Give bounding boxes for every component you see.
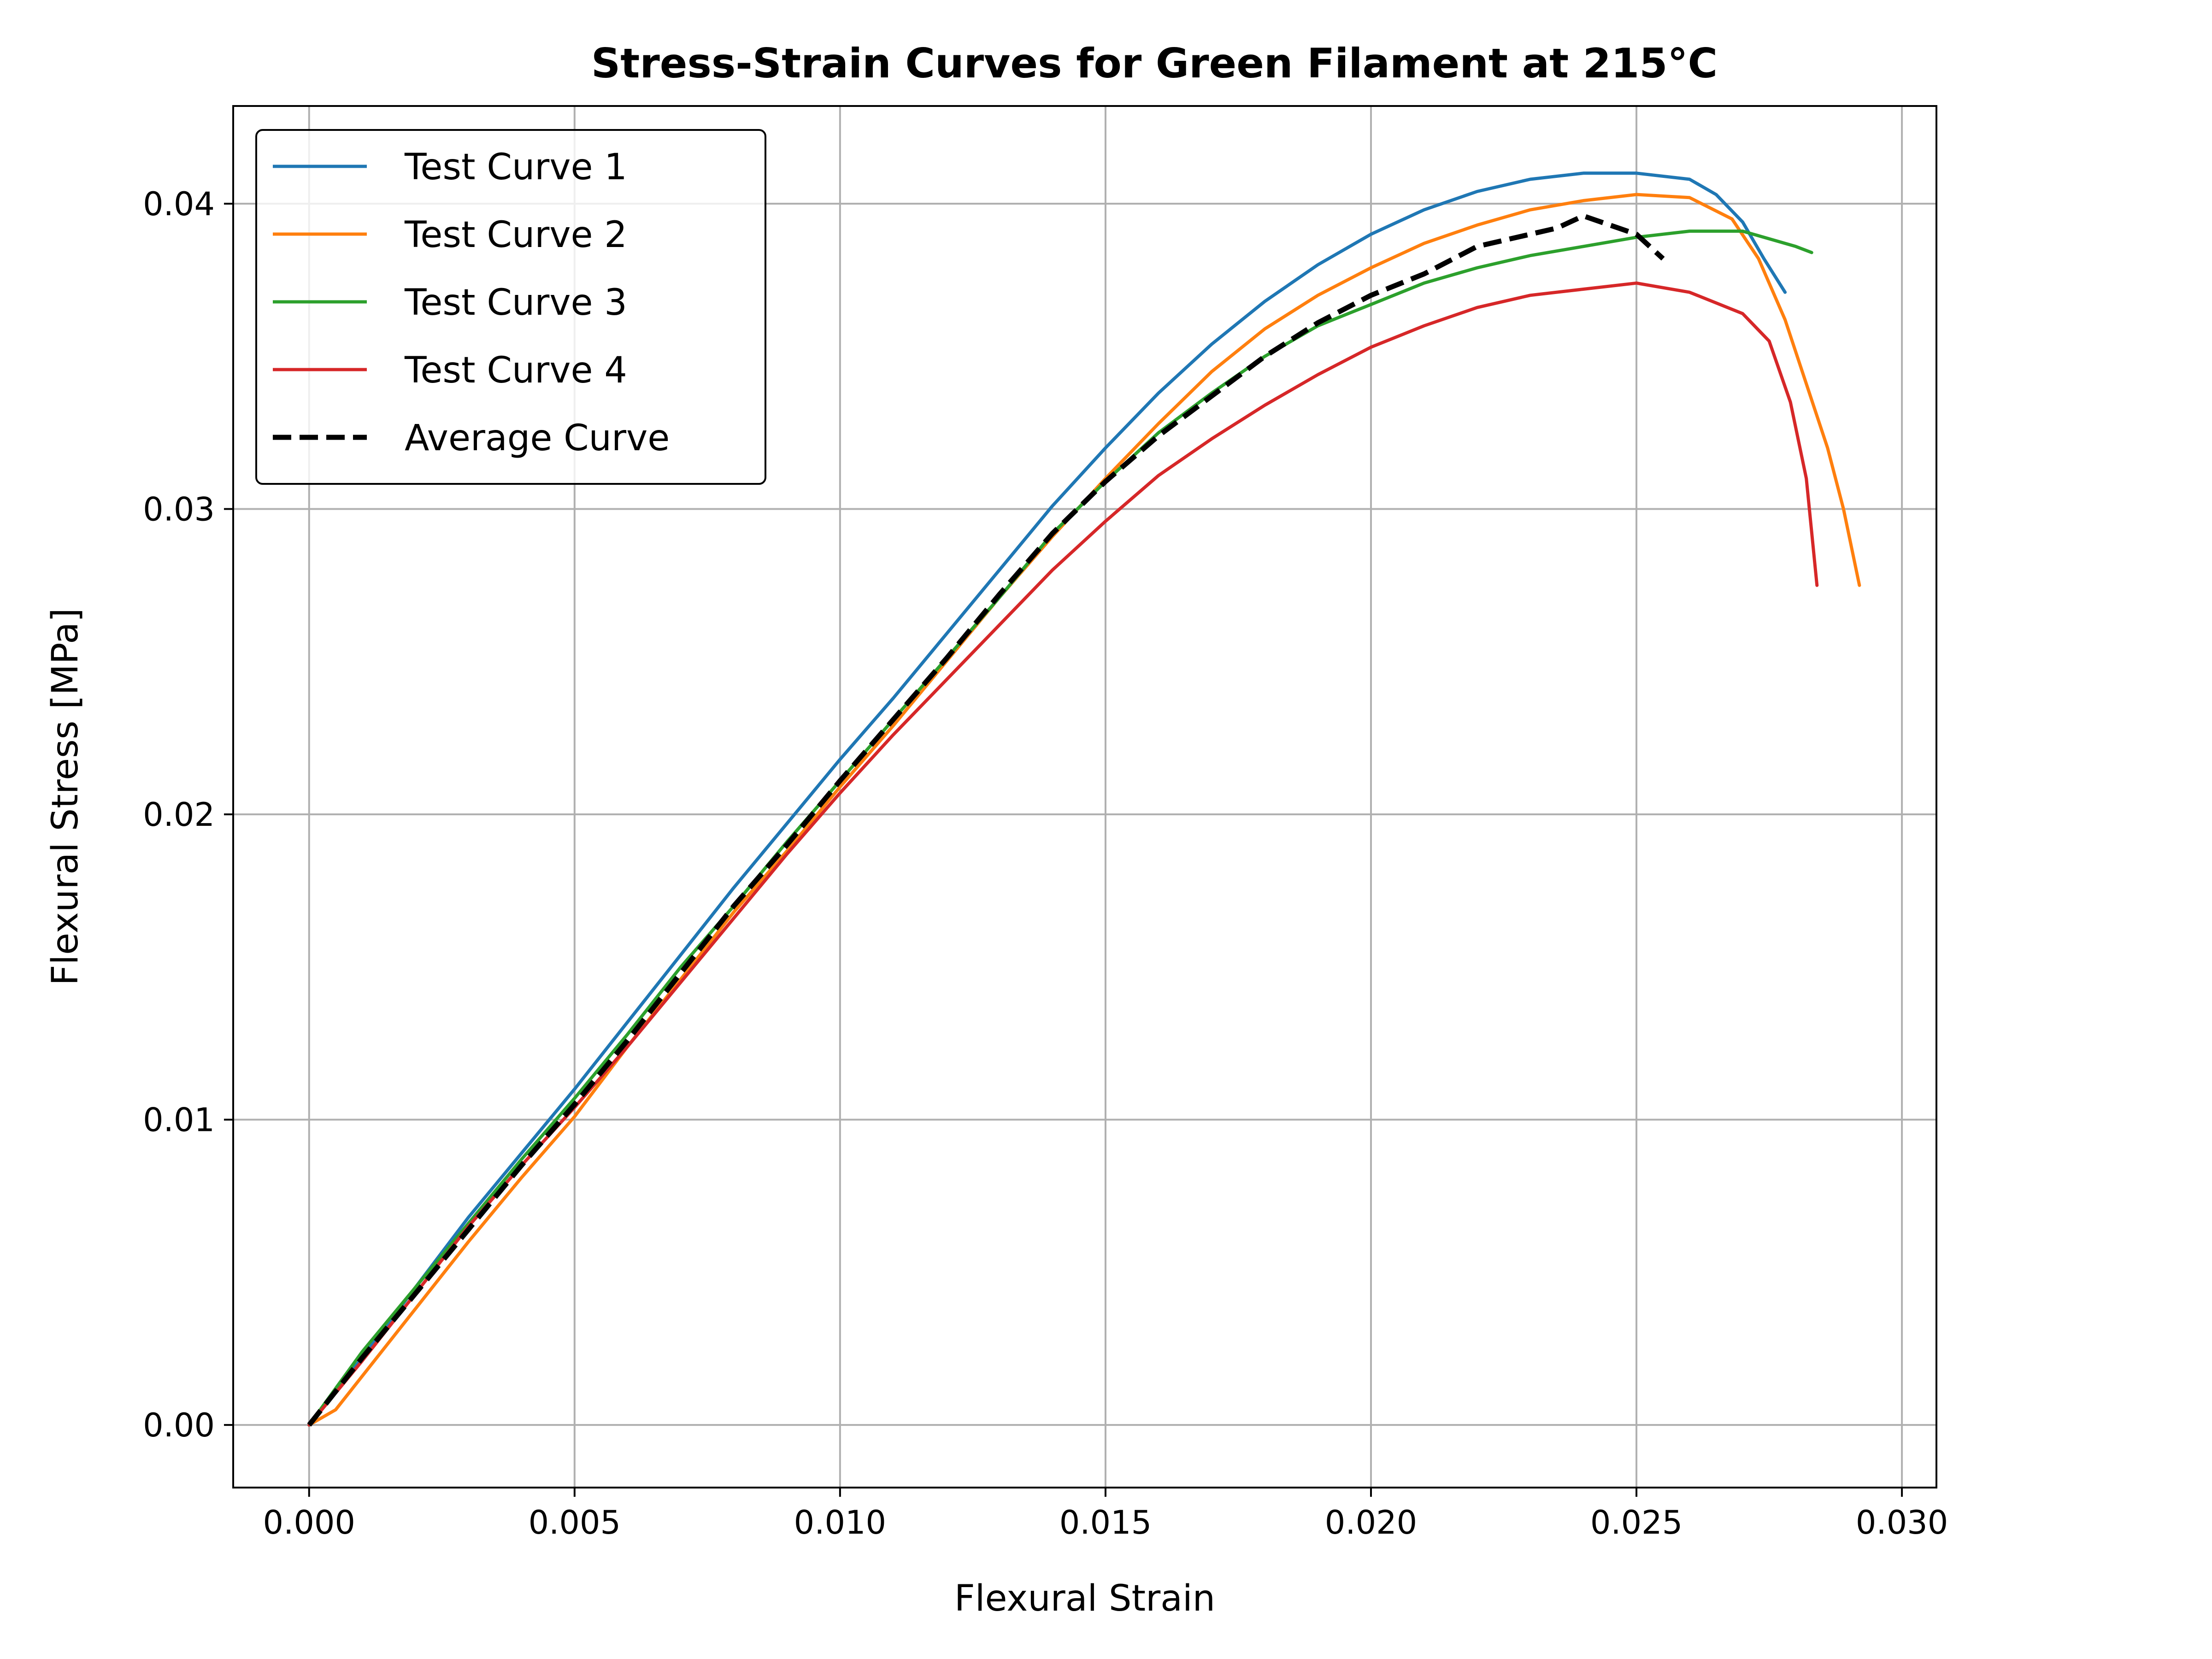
y-axis-ticks: 0.00 0.01 0.02 0.03 0.04 (143, 185, 233, 1444)
x-tick-label: 0.015 (1059, 1504, 1152, 1541)
x-axis-ticks: 0.000 0.005 0.010 0.015 0.020 0.025 0.030 (263, 1488, 1948, 1541)
legend-label: Test Curve 4 (404, 350, 627, 391)
x-tick-label: 0.025 (1590, 1504, 1683, 1541)
legend: Test Curve 1 Test Curve 2 Test Curve 3 Test… (255, 129, 766, 485)
plot-frame (232, 105, 1937, 1488)
y-tick-label: 0.04 (143, 185, 215, 223)
x-tick-label: 0.010 (794, 1504, 886, 1541)
series-line-5 (307, 213, 1665, 1427)
legend-box (255, 129, 766, 485)
grid-lines (233, 106, 1936, 1488)
y-tick-label: 0.00 (143, 1406, 215, 1444)
legend-label: Average Curve (405, 418, 670, 459)
legend-label: Test Curve 3 (404, 282, 627, 324)
plot-series (307, 171, 1861, 1427)
x-axis-label: Flexural Strain (954, 1578, 1215, 1619)
y-tick-label: 0.03 (143, 491, 215, 529)
chart-title: Stress-Strain Curves for Green Filament … (591, 40, 1718, 87)
series-line-1 (307, 171, 1787, 1427)
legend-label: Test Curve 2 (404, 214, 627, 256)
y-tick-label: 0.02 (143, 796, 215, 834)
x-tick-label: 0.000 (263, 1504, 355, 1541)
legend-label: Test Curve 1 (404, 147, 627, 188)
x-tick-label: 0.020 (1325, 1504, 1417, 1541)
series-line-4 (307, 281, 1819, 1427)
x-tick-label: 0.030 (1856, 1504, 1948, 1541)
y-tick-label: 0.01 (143, 1101, 215, 1139)
y-axis-label: Flexural Stress [MPa] (45, 608, 86, 985)
x-tick-label: 0.005 (529, 1504, 621, 1541)
